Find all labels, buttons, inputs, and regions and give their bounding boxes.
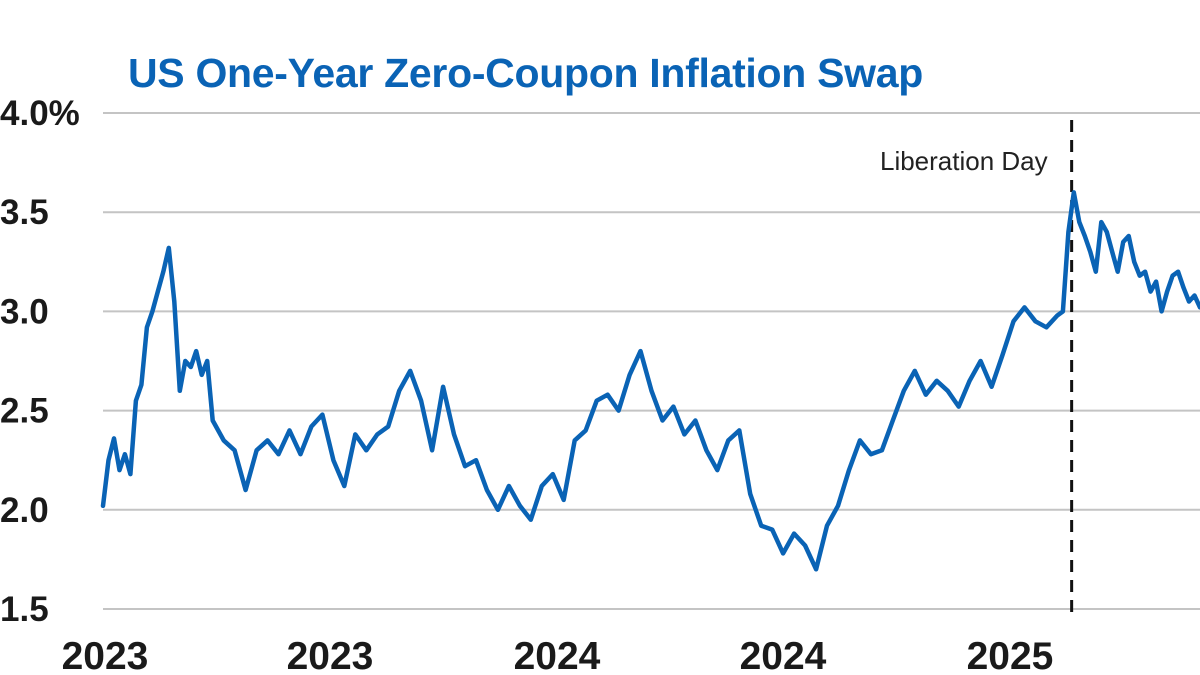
gridlines (103, 112, 1200, 610)
x-tick-label: 2024 (514, 635, 601, 675)
annotation-label: Liberation Day (880, 146, 1048, 176)
x-tick-label: 2024 (740, 635, 827, 675)
y-tick-label: 2.0 (0, 491, 49, 530)
x-axis-ticks: 2023 2023 2024 2024 2025 (62, 635, 1054, 675)
y-tick-label: 1.5 (0, 590, 49, 629)
x-tick-label: 2023 (287, 635, 374, 675)
y-tick-label: 4.0% (0, 94, 80, 133)
series-line (100, 190, 1200, 572)
chart-title: US One-Year Zero-Coupon Inflation Swap (128, 50, 923, 96)
y-tick-label: 3.5 (0, 193, 49, 232)
y-tick-label: 2.5 (0, 392, 49, 431)
y-axis-ticks: 4.0% 3.5 3.0 2.5 2.0 1.5 (0, 94, 80, 629)
series-group (100, 190, 1200, 572)
y-tick-label: 3.0 (0, 292, 49, 331)
x-tick-label: 2025 (967, 635, 1054, 675)
x-tick-label: 2023 (62, 635, 149, 675)
